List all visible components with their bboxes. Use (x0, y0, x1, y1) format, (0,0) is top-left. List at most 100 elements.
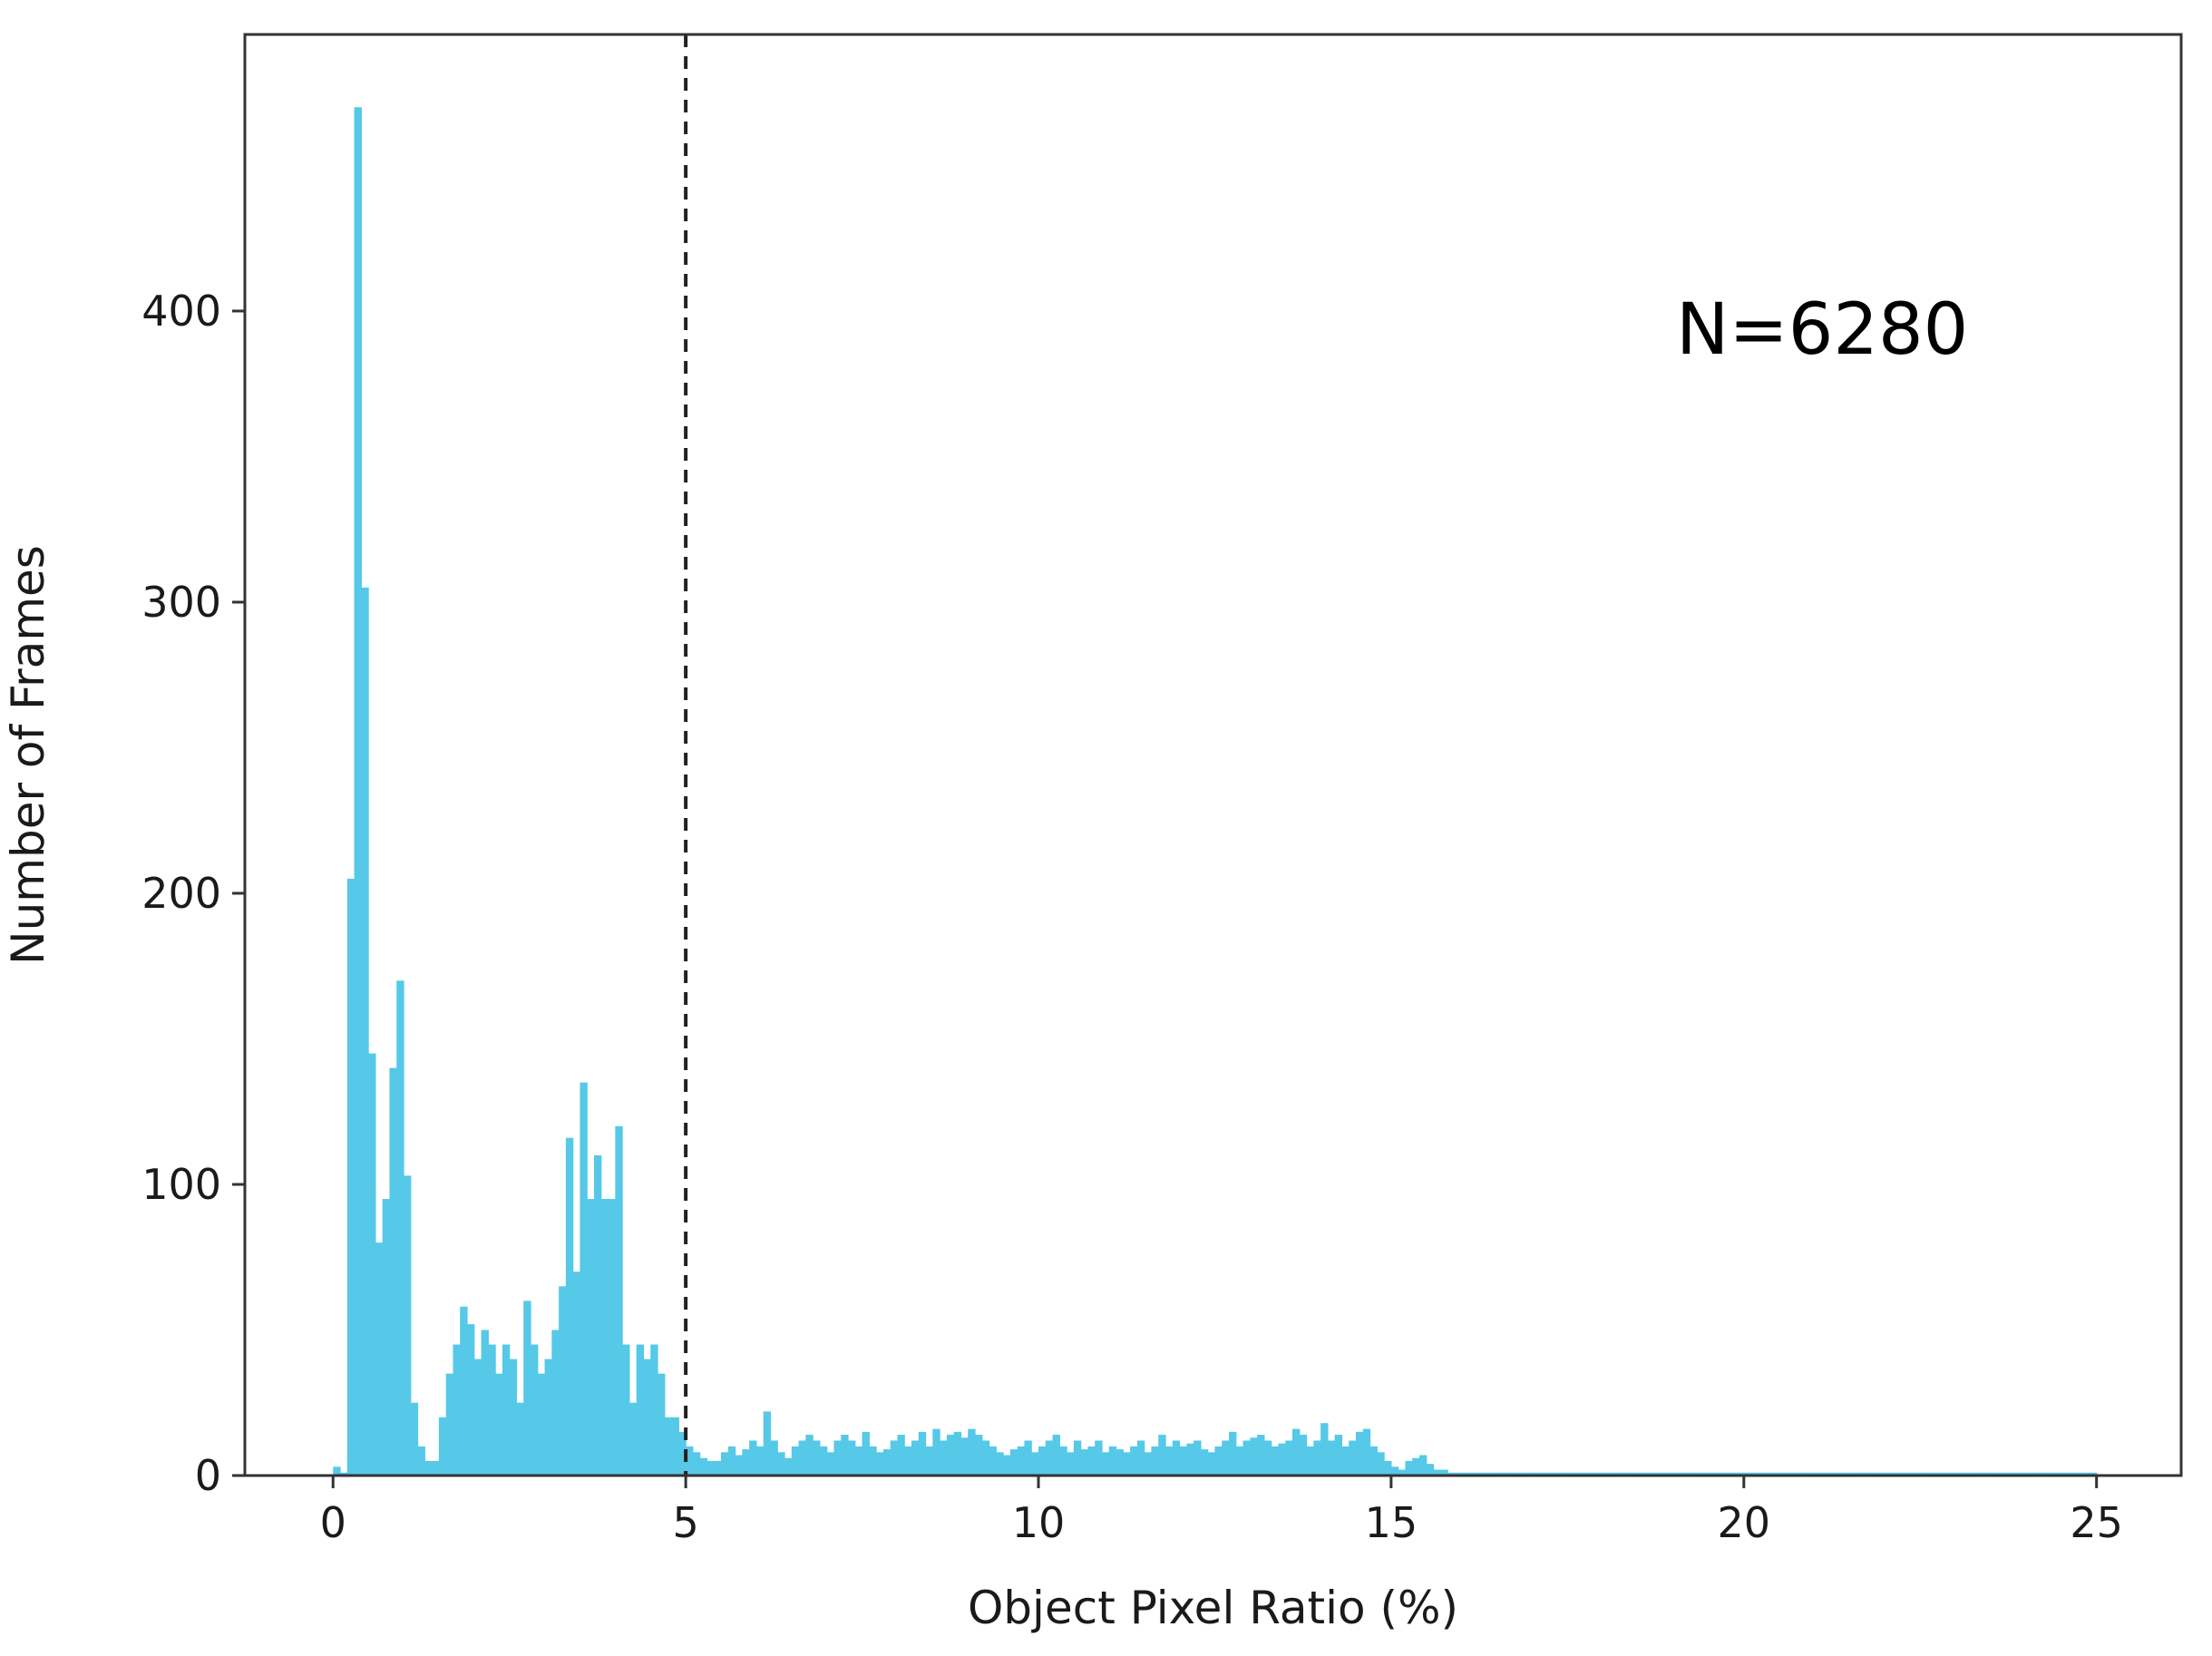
histogram-bar (424, 1460, 433, 1476)
histogram-bar (1955, 1472, 1964, 1476)
histogram-bar (1800, 1472, 1808, 1476)
histogram-bar (594, 1154, 602, 1476)
histogram-bar (890, 1440, 899, 1476)
histogram-bar (876, 1452, 884, 1476)
histogram-bar (784, 1457, 793, 1476)
histogram-bar (996, 1452, 1004, 1476)
sample-size-annotation: N=6280 (1676, 289, 1968, 371)
histogram-bar (946, 1435, 955, 1476)
histogram-bar (1067, 1452, 1075, 1476)
histogram-bar (1786, 1472, 1794, 1476)
histogram-bar (1327, 1440, 1336, 1476)
histogram-bar (1864, 1472, 1872, 1476)
histogram-bar (953, 1431, 962, 1476)
histogram-bar (1334, 1435, 1343, 1476)
histogram-bar (1052, 1435, 1060, 1476)
histogram-bar (1842, 1472, 1851, 1476)
histogram-bar (1631, 1472, 1639, 1476)
histogram-bar (1560, 1472, 1568, 1476)
histogram-bar (361, 587, 369, 1476)
histogram-bar (2068, 1472, 2076, 1476)
histogram-bar (2089, 1472, 2098, 1476)
histogram-bar (2082, 1472, 2090, 1476)
histogram-bar (1814, 1472, 1822, 1476)
histogram-bar (1905, 1472, 1915, 1476)
histogram-bar (523, 1300, 531, 1476)
histogram-bar (1398, 1469, 1407, 1476)
histogram-bar (1778, 1472, 1788, 1476)
histogram-bar (2032, 1472, 2041, 1476)
histogram-bar (1165, 1446, 1174, 1476)
histogram-bar (1849, 1472, 1857, 1476)
histogram-bar (531, 1344, 539, 1476)
x-tick-label: 25 (2070, 1498, 2123, 1547)
histogram-bar (565, 1137, 574, 1476)
histogram-bar (1024, 1440, 1032, 1476)
histogram-bar (544, 1359, 552, 1476)
histogram-bar (389, 1067, 397, 1476)
histogram-bar (1652, 1472, 1661, 1476)
histogram-bar (354, 107, 362, 1476)
histogram-bar (1511, 1472, 1519, 1476)
histogram-bar (1737, 1472, 1745, 1476)
y-tick-label: 300 (141, 578, 221, 627)
histogram-bar (1948, 1472, 1956, 1476)
histogram-bar (1941, 1472, 1949, 1476)
histogram-bar (1877, 1472, 1886, 1476)
histogram-bar (1546, 1472, 1554, 1476)
histogram-bar (1250, 1437, 1258, 1476)
histogram-bar (1567, 1472, 1575, 1476)
histogram-bar (1038, 1446, 1047, 1476)
histogram-bar (1299, 1435, 1308, 1476)
histogram-bar (1292, 1428, 1301, 1476)
histogram-bar (1306, 1446, 1314, 1476)
histogram-bar (1991, 1472, 1999, 1476)
histogram-bar (1271, 1446, 1280, 1476)
y-tick-label: 400 (141, 287, 221, 336)
histogram-bar (1405, 1460, 1413, 1476)
histogram-bar (1214, 1446, 1223, 1476)
histogram-bar (1828, 1472, 1837, 1476)
histogram-bar (2061, 1472, 2070, 1476)
histogram-bar (1080, 1449, 1089, 1476)
histogram-bar (1976, 1472, 1984, 1476)
histogram-bar (1158, 1435, 1166, 1476)
histogram-bar (502, 1344, 511, 1476)
histogram-bar (932, 1428, 940, 1476)
histogram-bar (1807, 1472, 1816, 1476)
x-axis-label: Object Pixel Ratio (%) (968, 1582, 1458, 1634)
histogram-bar (826, 1452, 835, 1476)
histogram-bar (2019, 1472, 2027, 1476)
histogram-bar (658, 1373, 666, 1476)
histogram-bar (2025, 1472, 2034, 1476)
histogram-bar (1313, 1440, 1321, 1476)
histogram-bar (1517, 1472, 1526, 1476)
histogram-bar (1750, 1472, 1759, 1476)
histogram-bar (1680, 1472, 1689, 1476)
histogram-bar (516, 1402, 524, 1476)
y-axis-label: Number of Frames (2, 545, 54, 965)
histogram-bar (989, 1446, 997, 1476)
histogram-bar (1793, 1472, 1801, 1476)
histogram-bar (1009, 1449, 1018, 1476)
histogram-bar (404, 1175, 412, 1476)
histogram-bar (608, 1199, 616, 1476)
histogram-bar (375, 1242, 384, 1476)
histogram-bar (897, 1435, 905, 1476)
histogram-bar (699, 1457, 708, 1476)
histogram-bar (1468, 1472, 1476, 1476)
histogram-bar (1116, 1449, 1124, 1476)
histogram-bar (975, 1435, 983, 1476)
histogram-bar (410, 1402, 419, 1476)
histogram-bar (777, 1452, 785, 1476)
histogram-bar (1730, 1472, 1738, 1476)
histogram-bar (1539, 1472, 1547, 1476)
histogram-bar (1821, 1472, 1829, 1476)
histogram-bar (1610, 1472, 1618, 1476)
histogram-bar (1369, 1446, 1378, 1476)
histogram-bar (1920, 1472, 1928, 1476)
histogram-bar (1673, 1472, 1681, 1476)
histogram-bar (1525, 1472, 1534, 1476)
histogram-bar (1969, 1472, 1978, 1476)
